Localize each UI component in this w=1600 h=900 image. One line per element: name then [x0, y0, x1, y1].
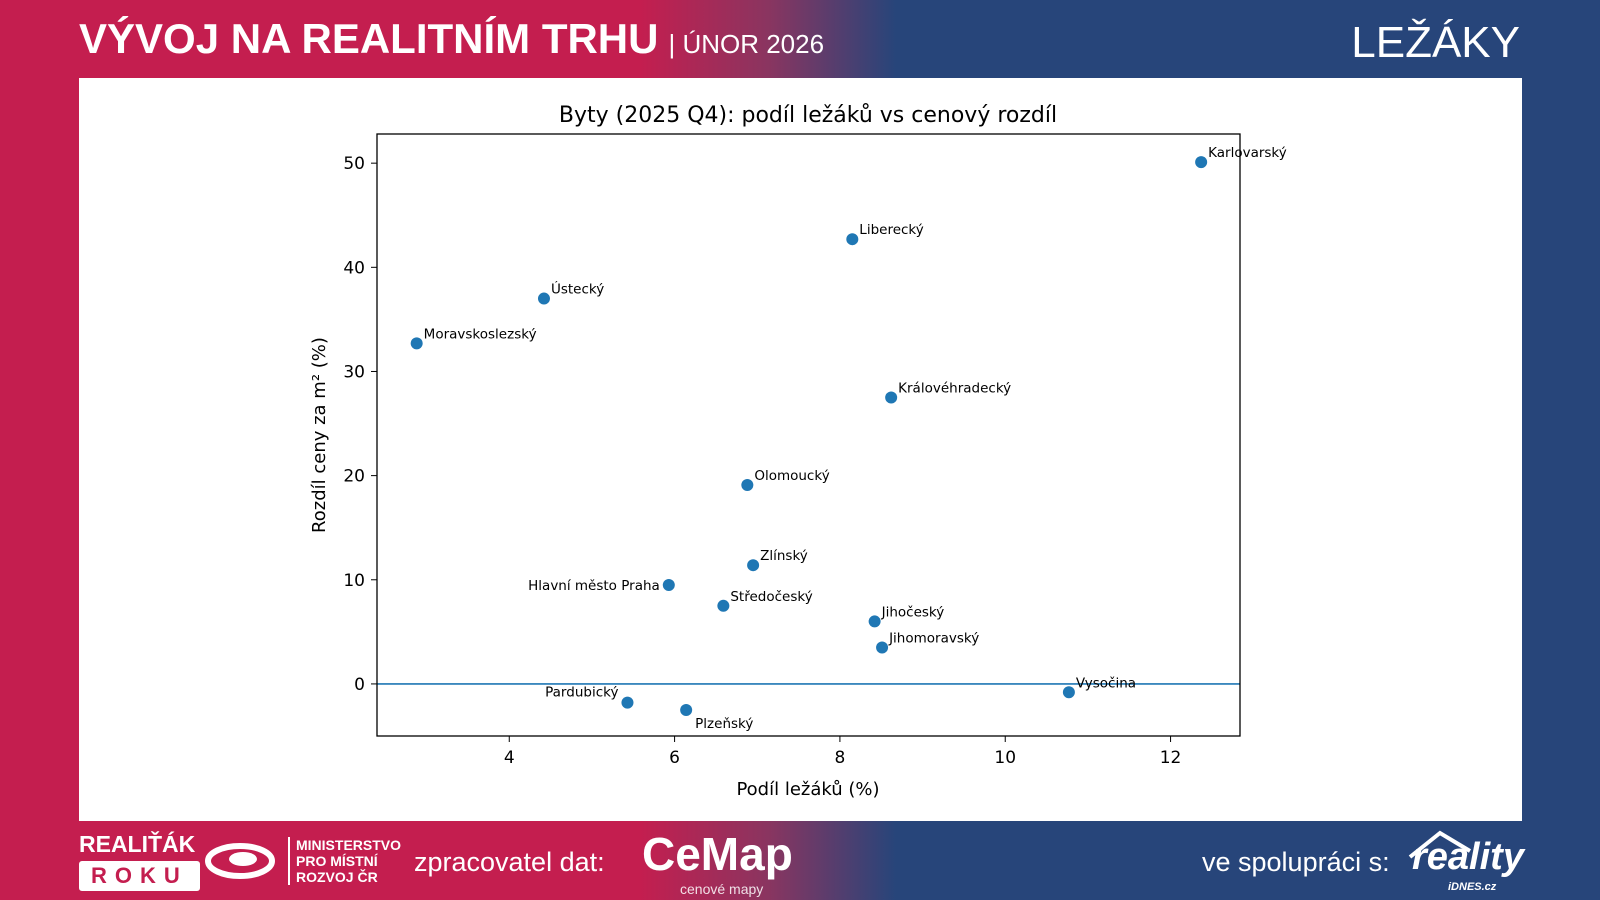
- data-point: [741, 478, 754, 491]
- x-axis-label: Podíl ležáků (%): [736, 779, 879, 800]
- ministry-logo-icon: [205, 843, 275, 879]
- plot-frame: [376, 133, 1241, 737]
- data-point: [868, 615, 881, 628]
- x-tick-label: 10: [994, 748, 1016, 768]
- data-point: [621, 696, 634, 709]
- data-point: [1195, 156, 1208, 169]
- chart-panel: [79, 78, 1522, 821]
- page-subtitle: | ÚNOR 2026: [668, 29, 825, 59]
- point-label: Vysočina: [1076, 675, 1136, 691]
- data-point: [680, 703, 693, 716]
- data-point: [876, 641, 889, 654]
- point-label: Karlovarský: [1208, 145, 1287, 161]
- data-point: [717, 599, 730, 612]
- data-point: [410, 337, 423, 350]
- point-label: Pardubický: [545, 685, 618, 701]
- x-tick-label: 6: [669, 748, 680, 768]
- processor-label: zpracovatel dat:: [414, 847, 605, 877]
- point-label: Ústecký: [551, 280, 604, 298]
- point-label: Královéhradecký: [898, 381, 1011, 397]
- section-title: LEŽÁKY: [1351, 18, 1520, 67]
- data-point: [662, 578, 675, 591]
- y-tick-label: 50: [343, 154, 365, 174]
- point-label: Plzeňský: [695, 716, 753, 732]
- ministry-logo-text: MINISTERSTVO PRO MÍSTNÍ ROZVOJ ČR: [288, 837, 406, 885]
- point-label: Středočeský: [730, 589, 812, 605]
- point-label: Hlavní město Praha: [528, 578, 660, 594]
- data-point: [537, 292, 550, 305]
- chart-title: Byty (2025 Q4): podíl ležáků vs cenový r…: [559, 103, 1057, 128]
- x-tick-label: 4: [504, 748, 515, 768]
- y-tick-label: 30: [343, 362, 365, 382]
- footer: REALIŤÁK ROKU MINISTERSTVO PRO MÍSTNÍ RO…: [0, 821, 1600, 900]
- point-label: Moravskoslezský: [424, 326, 537, 342]
- point-label: Olomoucký: [754, 468, 829, 484]
- y-tick-label: 10: [343, 571, 365, 591]
- data-point: [1062, 686, 1075, 699]
- reality-logo: reality: [1412, 836, 1524, 878]
- y-axis-label: Rozdíl ceny za m² (%): [309, 337, 330, 533]
- award-logo-line2: ROKU: [79, 861, 200, 891]
- point-label: Zlínský: [760, 548, 808, 564]
- data-point: [846, 233, 859, 246]
- y-tick-label: 40: [343, 258, 365, 278]
- point-label: Liberecký: [859, 222, 923, 238]
- y-tick-label: 20: [343, 467, 365, 487]
- y-tick-label: 0: [354, 675, 365, 695]
- header: VÝVOJ NA REALITNÍM TRHU | ÚNOR 2026: [79, 14, 824, 64]
- cemap-logo-sub: cenové mapy: [680, 881, 764, 897]
- reality-logo-sub: iDNES.cz: [1448, 881, 1497, 893]
- page-title: VÝVOJ NA REALITNÍM TRHU: [79, 15, 659, 62]
- data-point: [885, 391, 898, 404]
- data-point: [747, 559, 760, 572]
- x-tick-label: 12: [1160, 748, 1182, 768]
- point-label: Jihomoravský: [888, 630, 979, 646]
- cemap-logo: CeMap: [642, 828, 793, 880]
- house-icon: [1408, 830, 1472, 859]
- x-tick-label: 8: [834, 748, 845, 768]
- partner-label: ve spolupráci s:: [1202, 847, 1390, 877]
- point-label: Jihočeský: [881, 604, 945, 620]
- award-logo-line1: REALIŤÁK: [79, 831, 196, 857]
